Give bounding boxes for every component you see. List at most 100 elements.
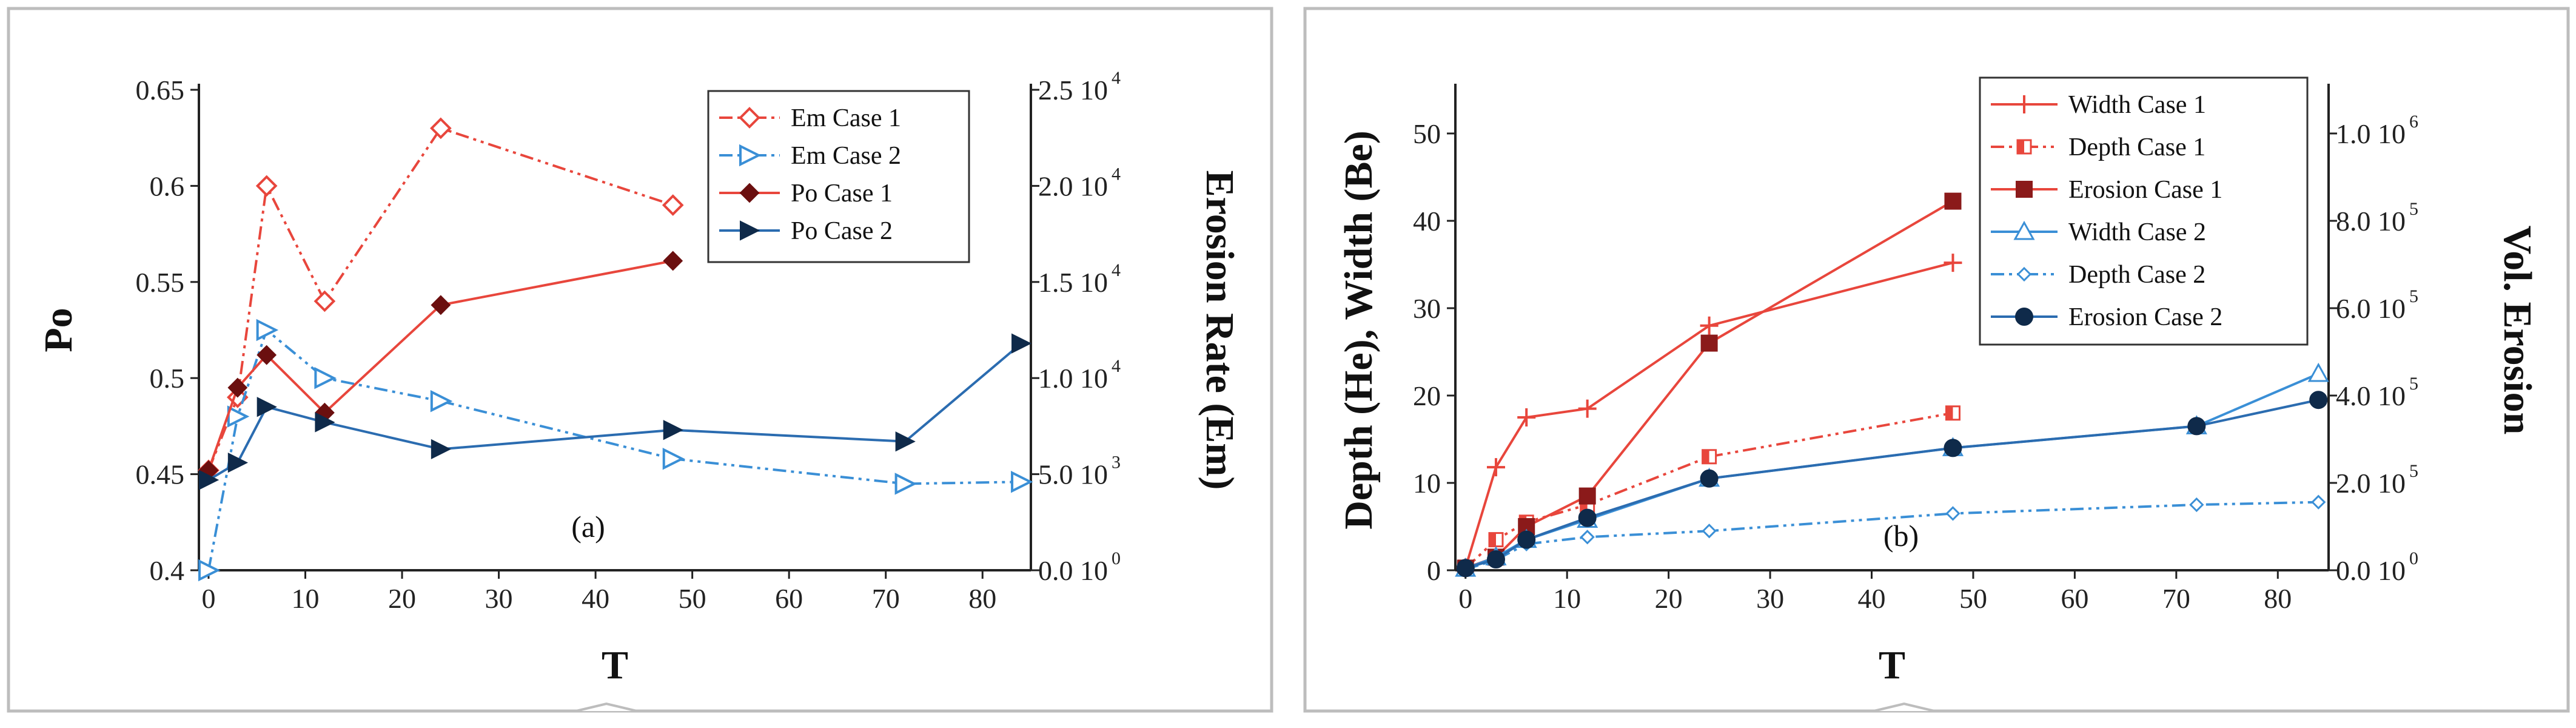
panel-a-series-po-case-1 — [198, 251, 683, 480]
panel-b-x-tick-label: 0 — [1458, 583, 1472, 614]
panel-b-frame — [1303, 7, 2570, 713]
panel-a-y2-tick-label: 5.0 10 3 — [1038, 453, 1121, 490]
panel-a-data-point — [314, 366, 337, 389]
panel-b-data-point — [1517, 530, 1536, 549]
panel-a-legend-label: Em Case 2 — [791, 142, 901, 170]
panel-a-data-point — [662, 194, 684, 216]
panel-b-data-point — [1944, 439, 1962, 457]
panel-b-series-erosion-case-2 — [1456, 391, 2328, 578]
panel-a-data-point — [227, 377, 248, 398]
panel-a-y2-tick-label: 1.0 10 4 — [1038, 356, 1121, 394]
panel-a-y-tick-label: 0.55 — [136, 267, 185, 298]
panel-b-data-point — [1944, 254, 1962, 272]
panel-b-data-point — [1944, 192, 1962, 210]
panel-a-plot: 0 10 20 30 40 50 60 70 80 0.4 0.45 0.5 0.55 0.6 0.65 0.… — [36, 68, 1242, 687]
panel-b-data-point — [2187, 417, 2206, 436]
panel-b-x-tick-label: 20 — [1655, 583, 1683, 614]
panel-a-data-point — [895, 431, 916, 452]
panel-b-legend-marker — [2015, 308, 2033, 326]
panel-a-legend-marker — [739, 144, 762, 167]
panel-b-y-tick-label: 20 — [1413, 380, 1441, 411]
panel-b-data-point — [1578, 399, 1597, 418]
panel-b-data-point — [1580, 530, 1595, 545]
panel-b-legend-label: Width Case 2 — [2068, 218, 2206, 246]
panel-b-data-point-half-fill — [1702, 450, 1709, 463]
panel-b-legend: Width Case 1 Depth Case 1 Erosion Case 1 Wi… — [1979, 76, 2309, 346]
panel-a-x-tick-label: 40 — [582, 583, 609, 614]
panel-b-legend-marker — [2015, 95, 2033, 113]
panel-a-data-point — [431, 295, 451, 315]
panel-a-series-po-case-2 — [198, 333, 1032, 490]
panel-b-legend-label: Depth Case 1 — [2068, 133, 2205, 161]
panel-b-x-tick-label: 30 — [1756, 583, 1784, 614]
panel-a-y2-tick-label: 1.5 10 4 — [1038, 260, 1121, 298]
panel-a-x-tick-label: 80 — [968, 583, 996, 614]
panel-b-data-point — [1700, 469, 1719, 488]
panel-b-data-point-half-fill — [1580, 498, 1588, 511]
panel-a-data-point — [430, 117, 452, 140]
panel-a-y2-tick-label: 2.5 10 4 — [1038, 68, 1121, 106]
panel-a-legend: Em Case 1 Em Case 2 Po Case 1 Po Case 2 — [707, 90, 970, 263]
panel-a-legend-label: Em Case 1 — [791, 104, 901, 132]
panel-a-data-point — [431, 439, 452, 460]
panel-a-data-point — [255, 175, 278, 197]
panel-a-x-tick-label: 70 — [872, 583, 900, 614]
panel-a-y2-axis-title: Erosion Rate (Em) — [1198, 170, 1242, 490]
panel-b-data-point — [1702, 524, 1717, 539]
panel-a-frame — [7, 7, 1273, 713]
panel-b-x-tick-label: 50 — [1959, 583, 1987, 614]
panel-b-data-point — [1486, 458, 1505, 477]
panel-b-legend-box — [1979, 76, 2309, 346]
panel-a-y-tick-label: 0.6 — [150, 170, 185, 201]
panel-b-x-tick-label: 60 — [2061, 583, 2088, 614]
panel-a-x-tick-label: 60 — [775, 583, 803, 614]
panel-a-y2-tick-label: 0.0 10 0 — [1038, 548, 1121, 586]
panel-a-y2-tick-label: 2.0 10 4 — [1038, 164, 1121, 201]
panel-b-legend-label: Depth Case 2 — [2068, 261, 2205, 289]
panel-b-y-tick-label: 30 — [1413, 293, 1441, 324]
panel-a-x-axis-title: T — [602, 643, 628, 687]
panel-b-series-line — [1464, 261, 1953, 568]
panel-b-plot: 0 10 20 30 40 50 60 70 80 0 10 20 30 40 50 0.0 10 0 2.0 1… — [1337, 76, 2540, 687]
panel-a-bottom-tab — [575, 702, 637, 712]
panel-a-legend-label: Po Case 2 — [791, 217, 893, 245]
panel-b-y2-tick-label: 0.0 10 0 — [2336, 548, 2418, 586]
panel-b-legend-marker — [2016, 266, 2032, 282]
panel-a-series-line — [207, 328, 1022, 571]
panel-a-data-point — [430, 389, 453, 413]
panel-b-data-point — [1945, 506, 1961, 521]
panel-b-bottom-tab — [1873, 702, 1935, 712]
panel-a-series-line — [207, 259, 674, 471]
panel-b-legend-marker — [2016, 181, 2033, 198]
panel-b-data-point-half-fill — [1489, 533, 1496, 547]
panel-a-data-point — [662, 448, 685, 470]
panel-a-data-point — [1011, 471, 1033, 493]
panel-b-x-tick-label: 80 — [2264, 583, 2292, 614]
panel-a-x-tick-label: 30 — [485, 583, 513, 614]
panel-b-label: (b) — [1883, 519, 1919, 553]
panel-b-data-point — [1700, 334, 1718, 352]
panel-b-data-point — [2311, 494, 2326, 510]
panel-a-data-point — [257, 345, 277, 365]
panel-a-y-axis-title: Po — [36, 308, 81, 352]
panel-b-data-point-half-fill — [1946, 406, 1953, 420]
panel-b-y2-axis-title: Vol. Erosion — [2495, 226, 2540, 435]
panel-a-data-point — [894, 473, 917, 495]
panel-b-x-tick-label: 10 — [1553, 583, 1581, 614]
panel-a-series-line — [207, 342, 1022, 481]
panel-b-data-point — [1700, 316, 1719, 335]
panel-b-data-point — [2307, 362, 2329, 382]
panel-a-y-tick-label: 0.65 — [136, 75, 185, 106]
panel-b-data-point — [1517, 408, 1536, 426]
panel-a-series-em-case-2 — [198, 318, 1033, 582]
panel-a-legend-marker — [739, 107, 760, 129]
panel-a-x-tick-label: 0 — [201, 583, 215, 614]
panel-a-data-point — [663, 420, 683, 440]
panel-b-y-axis-title: Depth (He), Width (Be) — [1337, 130, 1381, 530]
panel-b-x-axis-title: T — [1879, 643, 1905, 687]
panel-a-legend-marker — [739, 183, 760, 203]
panel-b-data-point — [2189, 497, 2204, 513]
panel-b-series-depth-case-1 — [1458, 405, 1961, 576]
panel-a-data-point — [256, 318, 279, 342]
